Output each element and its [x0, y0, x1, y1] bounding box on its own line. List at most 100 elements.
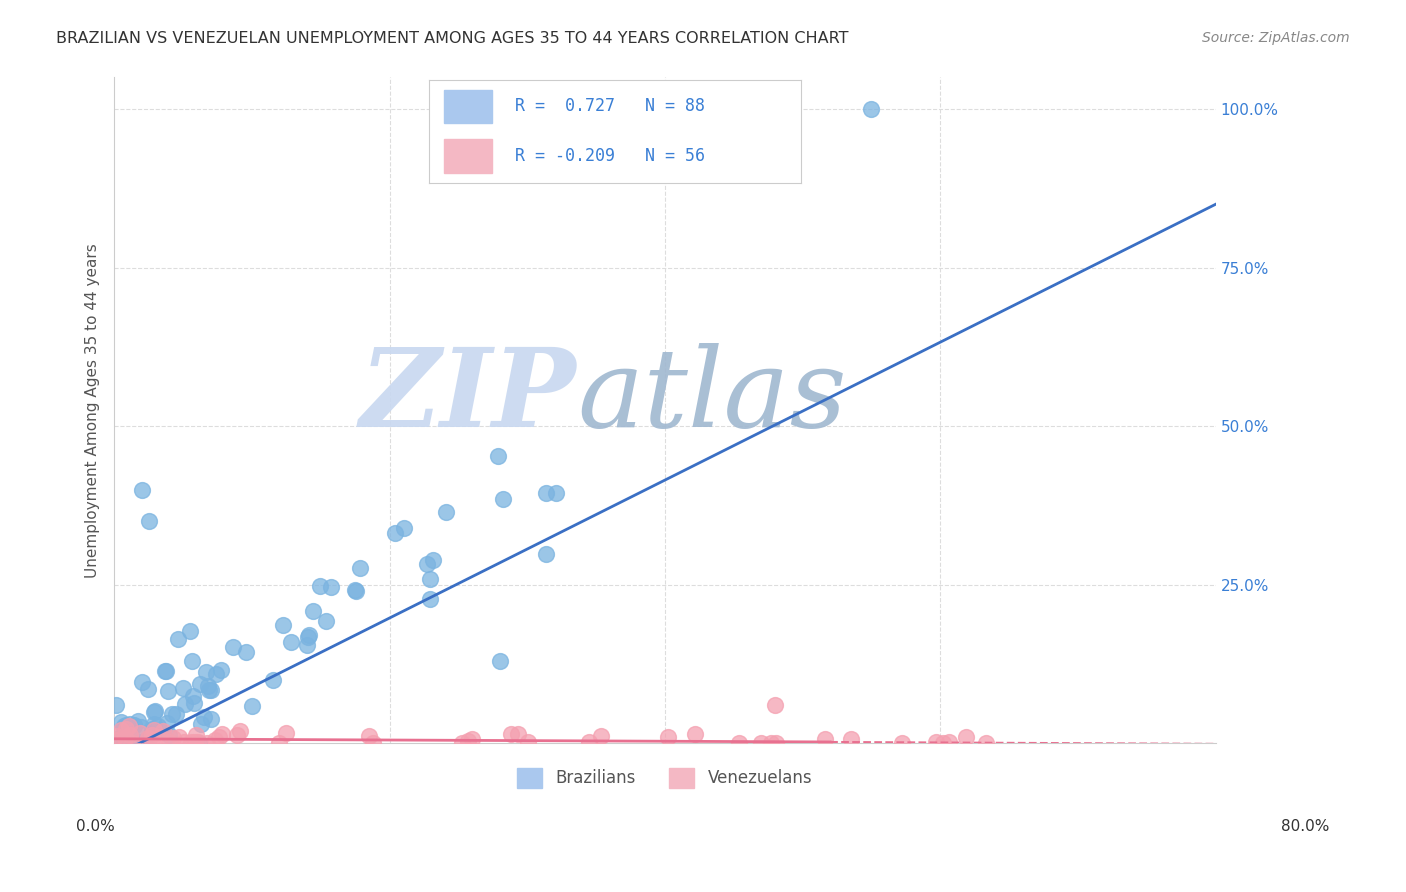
Point — [108, 736, 131, 750]
Point — [363, 736, 385, 750]
Point — [143, 723, 166, 737]
Point — [141, 728, 163, 742]
Point — [173, 735, 195, 749]
Point — [271, 618, 294, 632]
Point — [384, 526, 406, 541]
Point — [135, 732, 157, 747]
Point — [492, 491, 515, 506]
Point — [110, 723, 132, 738]
Point — [179, 624, 201, 639]
Point — [160, 706, 183, 721]
Point — [499, 727, 522, 741]
Point — [156, 715, 179, 730]
Point — [112, 719, 135, 733]
Point — [120, 717, 142, 731]
Point — [187, 734, 209, 748]
Point — [392, 521, 415, 535]
Point — [157, 735, 180, 749]
Point — [173, 697, 195, 711]
Point — [578, 735, 600, 749]
Point — [211, 727, 233, 741]
Point — [315, 614, 337, 628]
Point — [225, 728, 247, 742]
Point — [142, 717, 165, 731]
Point — [118, 719, 141, 733]
Point — [122, 732, 145, 747]
Point — [152, 724, 174, 739]
Point — [200, 712, 222, 726]
Point — [416, 557, 439, 571]
Point — [183, 696, 205, 710]
Point — [136, 731, 159, 746]
Point — [591, 729, 613, 743]
Point — [122, 718, 145, 732]
Point — [925, 735, 948, 749]
Point — [190, 717, 212, 731]
Point — [839, 731, 862, 746]
Point — [188, 677, 211, 691]
Point — [222, 640, 245, 654]
Point — [108, 736, 131, 750]
Point — [104, 698, 127, 712]
Point — [117, 731, 139, 746]
Text: Source: ZipAtlas.com: Source: ZipAtlas.com — [1202, 31, 1350, 45]
Point — [136, 681, 159, 696]
Point — [141, 732, 163, 747]
Point — [229, 723, 252, 738]
Point — [125, 736, 148, 750]
Point — [120, 728, 142, 742]
Point — [115, 718, 138, 732]
Point — [114, 731, 136, 745]
Point — [814, 732, 837, 747]
Point — [122, 719, 145, 733]
Text: 80.0%: 80.0% — [1281, 820, 1329, 834]
Point — [188, 736, 211, 750]
Text: R = -0.209   N = 56: R = -0.209 N = 56 — [515, 146, 704, 165]
Point — [534, 486, 557, 500]
Point — [205, 667, 228, 681]
Point — [357, 729, 380, 743]
Point — [198, 683, 221, 698]
Point — [422, 553, 444, 567]
Point — [146, 718, 169, 732]
Point — [197, 679, 219, 693]
Point — [349, 561, 371, 575]
Point — [112, 736, 135, 750]
Point — [419, 572, 441, 586]
Point — [344, 583, 367, 598]
Point — [135, 736, 157, 750]
Point — [727, 736, 749, 750]
Point — [451, 736, 474, 750]
Point — [159, 728, 181, 742]
Point — [129, 736, 152, 750]
Point — [204, 733, 226, 747]
Point — [115, 727, 138, 741]
Point — [319, 580, 342, 594]
Point — [108, 736, 131, 750]
Point — [751, 736, 773, 750]
Text: atlas: atlas — [576, 343, 846, 450]
Point — [143, 704, 166, 718]
Point — [974, 736, 997, 750]
Point — [461, 732, 484, 747]
Point — [184, 735, 207, 749]
Point — [115, 723, 138, 737]
FancyBboxPatch shape — [444, 89, 492, 123]
Y-axis label: Unemployment Among Ages 35 to 44 years: Unemployment Among Ages 35 to 44 years — [86, 243, 100, 578]
Point — [308, 579, 330, 593]
Point — [657, 730, 679, 744]
Point — [186, 728, 208, 742]
Point — [302, 603, 325, 617]
Point — [165, 707, 187, 722]
Point — [131, 675, 153, 690]
Text: BRAZILIAN VS VENEZUELAN UNEMPLOYMENT AMONG AGES 35 TO 44 YEARS CORRELATION CHART: BRAZILIAN VS VENEZUELAN UNEMPLOYMENT AMO… — [56, 31, 849, 46]
Point — [111, 727, 134, 741]
Point — [195, 665, 218, 679]
Point — [129, 725, 152, 739]
Point — [155, 664, 177, 678]
Point — [890, 736, 912, 750]
Point — [419, 591, 441, 606]
Point — [157, 684, 180, 698]
Point — [434, 504, 457, 518]
Point — [276, 726, 298, 740]
